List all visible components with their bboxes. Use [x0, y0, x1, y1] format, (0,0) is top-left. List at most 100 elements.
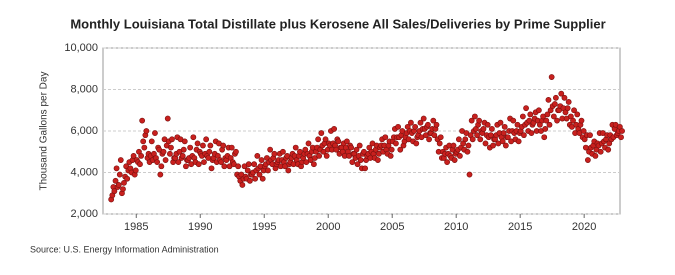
- data-point: [570, 117, 576, 124]
- data-point: [542, 126, 549, 132]
- data-point: [256, 171, 263, 178]
- data-point: [544, 111, 551, 118]
- data-point: [535, 107, 542, 114]
- data-point: [285, 167, 292, 174]
- data-point: [356, 142, 363, 149]
- data-point: [354, 161, 361, 168]
- source: Source: U.S. Energy Information Administ…: [30, 244, 219, 254]
- data-point: [561, 94, 568, 101]
- data-point: [500, 130, 507, 136]
- data-point: [527, 111, 534, 118]
- data-point: [550, 113, 557, 120]
- data-point: [519, 113, 526, 120]
- data-point: [200, 142, 206, 149]
- data-point: [474, 132, 480, 139]
- data-point: [580, 128, 587, 134]
- data-point: [141, 144, 148, 151]
- data-point: [417, 119, 424, 126]
- data-point: [121, 179, 127, 186]
- data-point: [552, 94, 559, 101]
- data-point: [353, 146, 360, 153]
- data-point: [195, 161, 202, 168]
- data-point: [362, 165, 368, 172]
- data-point: [554, 117, 560, 124]
- data-point: [271, 150, 278, 157]
- data-point: [152, 130, 158, 136]
- data-point: [584, 157, 591, 163]
- data-point: [164, 115, 171, 122]
- data-point: [436, 140, 443, 147]
- x-tick-label: 2000: [316, 221, 340, 233]
- y-tick-label: 6,000: [70, 125, 98, 137]
- data-point: [160, 148, 167, 155]
- y-tick-label: 2,000: [70, 208, 98, 220]
- data-point: [528, 130, 535, 136]
- data-point: [464, 148, 471, 155]
- data-point: [194, 140, 201, 147]
- data-point: [462, 136, 469, 143]
- data-point: [482, 140, 489, 147]
- data-point: [254, 152, 261, 159]
- data-point: [374, 157, 381, 163]
- data-point: [323, 152, 330, 159]
- data-point: [457, 152, 463, 159]
- data-point: [565, 99, 572, 105]
- data-point: [413, 140, 420, 147]
- data-point: [132, 167, 139, 174]
- data-point: [111, 188, 118, 195]
- chart-title: Monthly Louisiana Total Distillate plus …: [70, 16, 605, 31]
- data-point: [235, 163, 242, 170]
- data-point: [120, 186, 126, 192]
- data-point: [466, 171, 473, 178]
- data-point: [431, 132, 438, 139]
- data-point: [251, 161, 258, 168]
- data-point: [112, 177, 119, 184]
- x-tick-label: 1995: [252, 221, 276, 233]
- data-point: [168, 144, 174, 151]
- x-tick-label: 2015: [508, 221, 532, 233]
- data-point: [310, 161, 317, 168]
- data-point: [187, 144, 194, 151]
- data-point: [280, 148, 286, 155]
- y-axis-title: Thousand Gallons per Day: [39, 72, 50, 191]
- data-point: [619, 128, 625, 134]
- data-point: [564, 105, 571, 112]
- data-point: [218, 159, 225, 166]
- data-point: [501, 123, 508, 130]
- data-point: [420, 115, 427, 122]
- data-point: [382, 134, 389, 141]
- data-point: [169, 136, 175, 143]
- data-point: [510, 117, 517, 124]
- data-point: [484, 121, 491, 128]
- data-point: [548, 74, 555, 80]
- data-point: [497, 119, 504, 126]
- data-point: [451, 157, 458, 163]
- data-point: [239, 182, 246, 188]
- y-tick-label: 10,000: [64, 42, 98, 54]
- x-tick-label: 1990: [188, 221, 212, 233]
- data-point: [252, 175, 259, 182]
- data-point: [157, 171, 164, 178]
- data-point: [476, 117, 483, 124]
- data-point: [138, 152, 145, 159]
- data-point: [140, 138, 147, 145]
- data-point: [179, 152, 186, 159]
- data-point: [258, 157, 265, 163]
- data-point: [407, 119, 414, 126]
- data-point: [499, 138, 506, 145]
- data-point: [450, 142, 457, 149]
- data-point: [139, 117, 146, 124]
- data-point: [318, 130, 325, 136]
- data-point: [592, 152, 599, 159]
- data-point: [387, 152, 394, 159]
- data-point: [412, 123, 419, 130]
- data-point: [322, 136, 329, 143]
- data-point: [502, 142, 509, 149]
- data-point: [247, 177, 253, 184]
- x-tick-label: 2010: [444, 221, 468, 233]
- data-point: [207, 142, 214, 149]
- data-point: [558, 90, 565, 97]
- data-point: [305, 140, 312, 147]
- data-point: [587, 132, 593, 139]
